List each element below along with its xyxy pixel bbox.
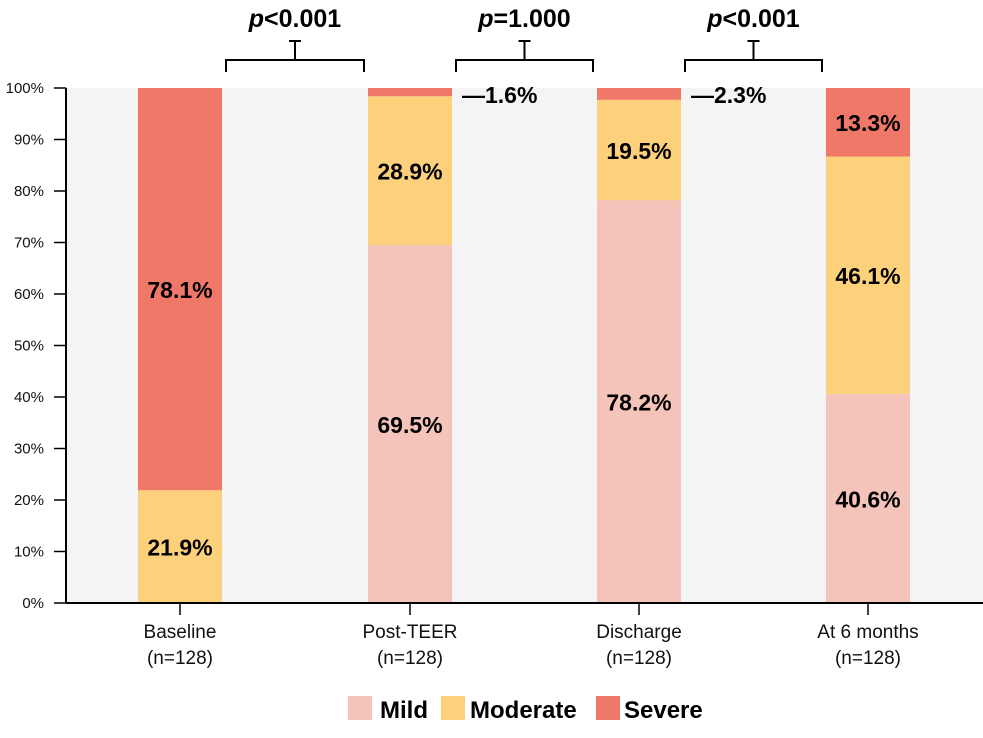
y-tick-label: 40% (14, 389, 44, 406)
x-category-label: Discharge (596, 622, 682, 643)
y-tick-label: 0% (22, 595, 44, 612)
data-label-moderate: 46.1% (835, 263, 900, 289)
legend-swatch-mild (348, 696, 372, 720)
bar-segment-moderate (138, 490, 222, 603)
bar-segment-mild (597, 200, 681, 603)
y-tick-label: 60% (14, 286, 44, 303)
bar-segment-severe (826, 88, 910, 157)
data-label-severe: 78.1% (147, 277, 212, 303)
p-value-label: p<0.001 (248, 5, 342, 33)
legend-label-mild: Mild (380, 697, 428, 724)
comparison-bracket (684, 59, 823, 72)
x-category-n-label: (n=128) (377, 648, 443, 669)
legend-swatch-moderate (441, 696, 465, 720)
x-category-label: At 6 months (817, 622, 918, 643)
bar-segment-severe (368, 88, 452, 97)
p-value-label: p=1.000 (477, 5, 570, 33)
data-labels-group: 21.9% 78.1% 69.5% 28.9% —1.6% 78.2% 19.5% —2.3%… (147, 82, 900, 561)
y-tick-label: 100% (6, 80, 44, 97)
y-tick-label: 20% (14, 492, 44, 509)
p-value-text: =1.000 (494, 5, 571, 33)
data-label-moderate: 21.9% (147, 535, 212, 561)
y-tick-label: 30% (14, 441, 44, 458)
x-category-label: Baseline (144, 622, 217, 643)
comparison-bracket (225, 59, 365, 72)
data-label-moderate: 19.5% (606, 138, 671, 164)
p-symbol: p (706, 5, 722, 33)
y-tick-label: 90% (14, 132, 44, 149)
x-category-n-label: (n=128) (147, 648, 213, 669)
y-tick-label: 50% (14, 338, 44, 355)
legend: Mild Moderate Severe (348, 696, 703, 724)
p-value-label: p<0.001 (706, 5, 800, 33)
comparison-bracket (455, 59, 594, 72)
bar-segment-mild (368, 245, 452, 603)
p-symbol: p (248, 5, 264, 33)
bar-segment-severe (138, 88, 222, 491)
x-category-n-label: (n=128) (835, 648, 901, 669)
data-label-severe: 13.3% (835, 110, 900, 136)
bars-group (138, 88, 910, 603)
y-tick-label: 70% (14, 235, 44, 252)
data-label-mild: 69.5% (377, 412, 442, 438)
bar-segment-severe (597, 88, 681, 100)
x-category-label: Post-TEER (362, 622, 457, 643)
y-tick-label: 10% (14, 544, 44, 561)
data-label-severe: —2.3% (691, 82, 766, 108)
legend-swatch-severe (596, 696, 620, 720)
legend-label-severe: Severe (624, 697, 703, 724)
p-value-text: <0.001 (264, 5, 341, 33)
comparison-brackets-group: p<0.001 p=1.000 p<0.001 (225, 5, 823, 72)
data-label-moderate: 28.9% (377, 159, 442, 185)
p-value-text: <0.001 (723, 5, 800, 33)
bar-segment-moderate (826, 156, 910, 394)
bar-segment-moderate (368, 96, 452, 246)
x-category-n-label: (n=128) (606, 648, 672, 669)
data-label-mild: 78.2% (606, 390, 671, 416)
axes-group: 0% 10% 20% 30% 40% 50% 60% 70% 80% 90% 100% Baselin… (6, 80, 983, 669)
y-tick-label: 80% (14, 183, 44, 200)
bar-segment-moderate (597, 99, 681, 201)
bar-segment-mild (826, 393, 910, 603)
p-symbol: p (477, 5, 493, 33)
data-label-severe: —1.6% (462, 82, 537, 108)
legend-label-moderate: Moderate (470, 697, 577, 724)
data-label-mild: 40.6% (835, 486, 900, 512)
